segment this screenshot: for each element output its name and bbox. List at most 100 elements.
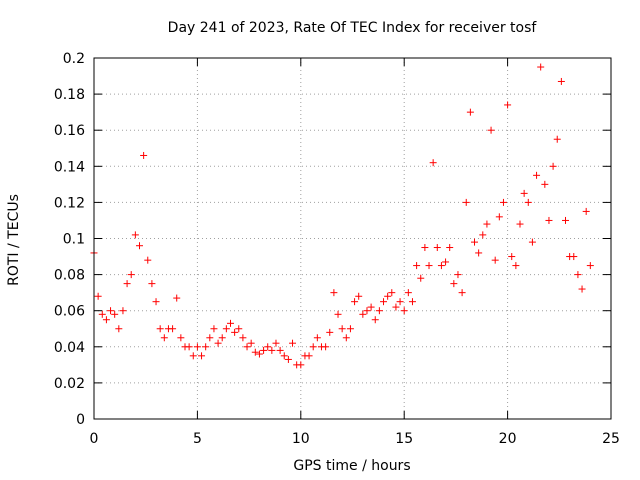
data-point — [367, 303, 375, 311]
data-point — [218, 334, 226, 342]
data-point — [483, 220, 491, 228]
data-point — [173, 294, 181, 302]
data-point — [359, 310, 367, 318]
data-point — [305, 352, 313, 360]
data-point — [260, 346, 268, 354]
data-point — [152, 298, 160, 306]
data-point — [342, 334, 350, 342]
data-point — [346, 325, 354, 333]
data-point — [524, 198, 532, 206]
data-point — [375, 307, 383, 315]
data-point — [380, 298, 388, 306]
data-point — [102, 316, 110, 324]
data-point — [400, 307, 408, 315]
data-point — [289, 339, 297, 347]
data-point — [479, 231, 487, 239]
data-point — [202, 343, 210, 351]
data-point — [140, 151, 148, 159]
data-point — [193, 343, 201, 351]
data-point — [330, 289, 338, 297]
data-point — [156, 325, 164, 333]
data-point — [437, 262, 445, 270]
data-point — [338, 325, 346, 333]
data-point — [578, 285, 586, 293]
data-point — [309, 343, 317, 351]
data-point — [388, 289, 396, 297]
data-point — [243, 343, 251, 351]
data-point — [222, 325, 230, 333]
data-point — [135, 242, 143, 250]
data-point — [541, 180, 549, 188]
data-point — [239, 334, 247, 342]
data-point — [471, 238, 479, 246]
data-point — [396, 298, 404, 306]
data-point — [235, 325, 243, 333]
x-tick-label: 25 — [602, 431, 620, 447]
data-point — [421, 244, 429, 252]
y-tick-label: 0.14 — [54, 159, 85, 175]
x-tick-label: 0 — [90, 431, 99, 447]
data-point — [425, 262, 433, 270]
data-point — [491, 256, 499, 264]
data-point — [210, 325, 218, 333]
data-point — [392, 303, 400, 311]
data-point — [247, 339, 255, 347]
data-point — [177, 334, 185, 342]
data-point — [272, 339, 280, 347]
x-tick-label: 20 — [499, 431, 517, 447]
y-tick-label: 0.04 — [54, 340, 85, 356]
data-point — [508, 253, 516, 261]
data-point — [462, 198, 470, 206]
data-point — [429, 159, 437, 167]
data-point — [313, 334, 321, 342]
data-point — [144, 256, 152, 264]
data-point — [574, 271, 582, 279]
data-point — [326, 328, 334, 336]
data-point — [516, 220, 524, 228]
data-point — [185, 343, 193, 351]
data-point — [268, 346, 276, 354]
data-point — [545, 216, 553, 224]
data-point — [504, 101, 512, 109]
y-tick-label: 0.1 — [63, 232, 85, 248]
data-point — [454, 271, 462, 279]
data-point — [475, 249, 483, 257]
data-point — [533, 171, 541, 179]
data-point — [499, 198, 507, 206]
x-axis-label: GPS time / hours — [293, 458, 410, 474]
data-point — [586, 262, 594, 270]
data-point — [297, 361, 305, 369]
data-point — [433, 244, 441, 252]
y-tick-label: 0.08 — [54, 268, 85, 284]
data-point — [123, 280, 131, 288]
data-point — [276, 346, 284, 354]
data-point — [226, 319, 234, 327]
data-point — [557, 77, 565, 85]
data-point — [351, 298, 359, 306]
data-point — [408, 298, 416, 306]
data-point — [446, 244, 454, 252]
data-point — [322, 343, 330, 351]
data-point — [553, 135, 561, 143]
data-point — [264, 343, 272, 351]
data-point — [231, 328, 239, 336]
data-point — [404, 289, 412, 297]
data-point — [413, 262, 421, 270]
data-point — [487, 126, 495, 134]
data-point — [119, 307, 127, 315]
data-point — [520, 189, 528, 197]
plot-frame — [93, 57, 612, 420]
data-point — [562, 216, 570, 224]
data-point — [131, 231, 139, 239]
data-point — [160, 334, 168, 342]
y-tick-label: 0.16 — [54, 123, 85, 139]
data-point — [98, 310, 106, 318]
data-point — [107, 307, 115, 315]
data-point — [549, 162, 557, 170]
data-point — [466, 108, 474, 116]
data-point — [537, 63, 545, 71]
data-point — [214, 339, 222, 347]
y-tick-label: 0 — [76, 412, 85, 428]
data-point — [363, 307, 371, 315]
